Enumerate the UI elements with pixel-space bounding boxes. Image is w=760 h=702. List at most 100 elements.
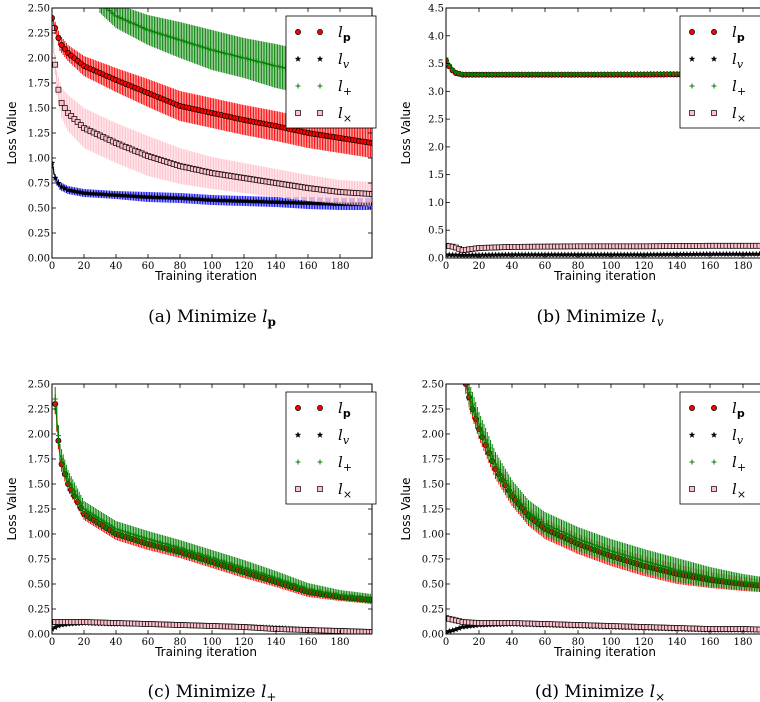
data-point: [595, 543, 601, 549]
series-lplus: [52, 387, 372, 604]
plot-area: [52, 8, 372, 210]
y-tick-label: 1.50: [28, 104, 50, 115]
markers-lx: [446, 615, 760, 633]
data-point: [126, 530, 132, 536]
legend-subscript: p: [737, 31, 745, 44]
data-point: [305, 586, 311, 592]
data-point: [107, 8, 113, 14]
data-point: [529, 511, 535, 517]
data-point: [145, 27, 151, 33]
data-point: [241, 565, 247, 571]
data-point: [677, 568, 683, 574]
x-tick-label: 0: [49, 261, 55, 272]
data-point: [605, 547, 611, 553]
x-tick-label: 0: [49, 637, 55, 648]
data-point: [486, 445, 492, 451]
data-point: [174, 544, 180, 550]
data-point: [251, 568, 257, 574]
data-point: [276, 576, 282, 582]
data-point: [704, 573, 710, 579]
y-tick-label: 1.25: [28, 505, 50, 516]
data-point: [145, 536, 151, 542]
panel-b: 0 20 40 60 80 100 120 140 160 180 0.0 0.5 1.0 1.5 2.0 2…: [399, 4, 760, 329]
legend-marker: [688, 55, 696, 62]
panel-caption: (a) Minimize lp: [148, 307, 276, 329]
data-point: [135, 23, 141, 29]
data-point: [247, 567, 253, 573]
legend-label: lv: [732, 50, 744, 71]
data-point: [55, 179, 62, 187]
data-point: [302, 585, 308, 591]
data-point: [611, 549, 617, 555]
x-tick-label: 140: [266, 637, 285, 648]
data-point: [292, 582, 298, 588]
legend-item-lv: lv: [294, 426, 350, 447]
data-point: [260, 60, 266, 66]
y-tick-label: 2.5: [428, 115, 444, 126]
data-point: [598, 544, 604, 550]
data-point: [681, 568, 687, 574]
data-point: [177, 37, 183, 43]
data-point: [241, 55, 247, 61]
data-point: [493, 461, 498, 467]
data-point: [110, 524, 116, 530]
data-point: [139, 24, 145, 30]
data-point: [568, 533, 574, 539]
data-point: [119, 16, 125, 22]
data-point: [502, 478, 508, 484]
data-point: [52, 396, 58, 402]
caption-prefix: (c) Minimize: [148, 682, 261, 702]
data-point: [473, 411, 479, 417]
caption-prefix: (b) Minimize: [537, 307, 652, 327]
data-point: [103, 520, 109, 526]
data-point: [588, 541, 594, 547]
panel-caption: (b) Minimize lv: [537, 307, 664, 329]
y-tick-label: 0.75: [28, 555, 50, 566]
data-point: [222, 50, 228, 56]
data-point: [270, 574, 276, 580]
data-point: [155, 539, 161, 545]
legend-subscript: +: [343, 461, 352, 474]
data-point: [183, 547, 189, 553]
legend-marker: [711, 83, 717, 89]
data-point: [658, 563, 663, 568]
caption-subscript: p: [268, 315, 276, 329]
data-point: [174, 36, 180, 42]
data-point: [453, 69, 459, 75]
data-point: [299, 584, 305, 590]
legend-subscript: +: [343, 85, 352, 98]
y-axis-label: Loss Value: [5, 477, 19, 540]
data-point: [171, 543, 177, 549]
y-tick-label: 0.50: [28, 580, 50, 591]
data-point: [142, 26, 148, 32]
data-point: [276, 64, 282, 70]
x-tick-label: 60: [142, 261, 155, 272]
legend-item-lv: lv: [294, 50, 350, 71]
data-point: [61, 184, 69, 192]
data-point: [75, 494, 81, 500]
x-tick-label: 80: [572, 261, 585, 272]
data-point: [148, 28, 154, 34]
data-point: [526, 509, 531, 515]
data-point: [59, 456, 65, 462]
legend-subscript: ×: [343, 488, 352, 501]
data-point: [466, 389, 472, 395]
data-point: [601, 546, 607, 552]
legend-marker: [316, 431, 324, 438]
data-point: [190, 41, 196, 47]
legend-box: [285, 15, 377, 129]
data-point: [238, 564, 244, 570]
data-point: [67, 187, 75, 194]
x-tick-label: 80: [174, 261, 187, 272]
data-point: [52, 61, 59, 68]
x-tick-label: 120: [234, 637, 253, 648]
data-point: [369, 191, 372, 197]
data-point: [206, 554, 212, 560]
data-point: [535, 516, 541, 522]
legend-subscript: p: [343, 31, 351, 44]
data-point: [94, 514, 100, 520]
series-lx: [446, 615, 760, 633]
data-point: [661, 563, 667, 569]
x-tick-label: 120: [634, 261, 653, 272]
